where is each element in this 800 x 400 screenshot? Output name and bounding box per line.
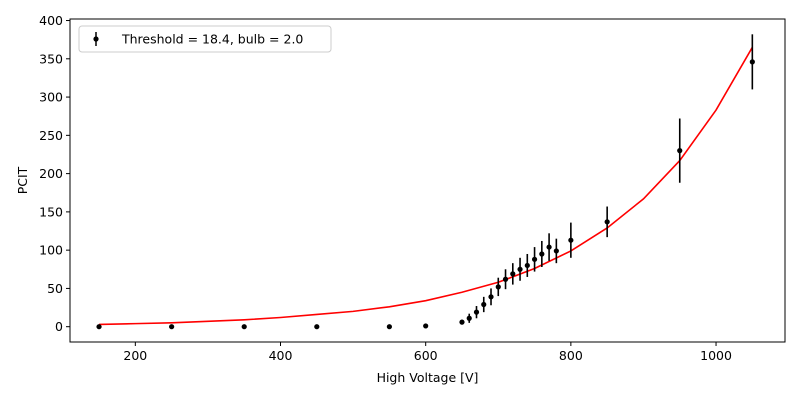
y-tick-label: 150: [39, 204, 63, 219]
data-point: [502, 276, 509, 282]
y-tick-label: 0: [55, 319, 63, 334]
legend-entry-label: Threshold = 18.4, bulb = 2.0: [121, 32, 303, 47]
data-point: [96, 324, 102, 330]
legend: Threshold = 18.4, bulb = 2.0: [78, 25, 332, 53]
ticks-layer: 200 400 600 800 1000 0 50 100 150 200 250 300 350 400: [39, 13, 732, 363]
y-tick-label: 50: [47, 281, 63, 296]
data-point: [169, 324, 175, 330]
data-point: [553, 248, 559, 254]
y-tick-label: 100: [39, 243, 63, 258]
data-point: [568, 237, 574, 243]
y-tick-label: 250: [39, 128, 63, 143]
data-point: [749, 59, 755, 65]
plot-layer: [96, 34, 755, 330]
plot-frame: [69, 18, 786, 343]
data-point: [314, 324, 320, 330]
y-tick-label: 300: [39, 90, 63, 105]
x-tick-label: 1000: [700, 348, 732, 363]
data-point: [459, 319, 465, 325]
data-point: [517, 266, 523, 272]
x-tick-label: 400: [269, 348, 293, 363]
y-tick-label: 200: [39, 166, 63, 181]
data-point: [466, 315, 472, 321]
data-point: [423, 323, 429, 329]
data-point: [241, 324, 247, 330]
data-point: [539, 251, 545, 257]
x-tick-label: 200: [123, 348, 147, 363]
data-point: [386, 324, 392, 330]
data-point: [604, 219, 610, 225]
x-axis-label: High Voltage [V]: [377, 370, 479, 385]
legend-marker-icon: [93, 36, 99, 42]
data-point: [488, 294, 494, 300]
fit-curve-line: [99, 46, 754, 326]
x-tick-label: 600: [414, 348, 438, 363]
y-tick-label: 400: [39, 13, 63, 28]
data-point: [524, 262, 530, 269]
data-point: [677, 148, 683, 154]
data-point: [481, 301, 487, 308]
y-tick-label: 350: [39, 51, 63, 66]
data-point: [546, 244, 552, 250]
data-point: [495, 284, 501, 290]
data-point: [473, 309, 480, 315]
x-tick-label: 800: [559, 348, 583, 363]
data-point: [531, 256, 538, 262]
data-point: [510, 271, 516, 277]
y-axis-label: PCIT: [15, 166, 30, 194]
legend-box: [78, 25, 332, 53]
